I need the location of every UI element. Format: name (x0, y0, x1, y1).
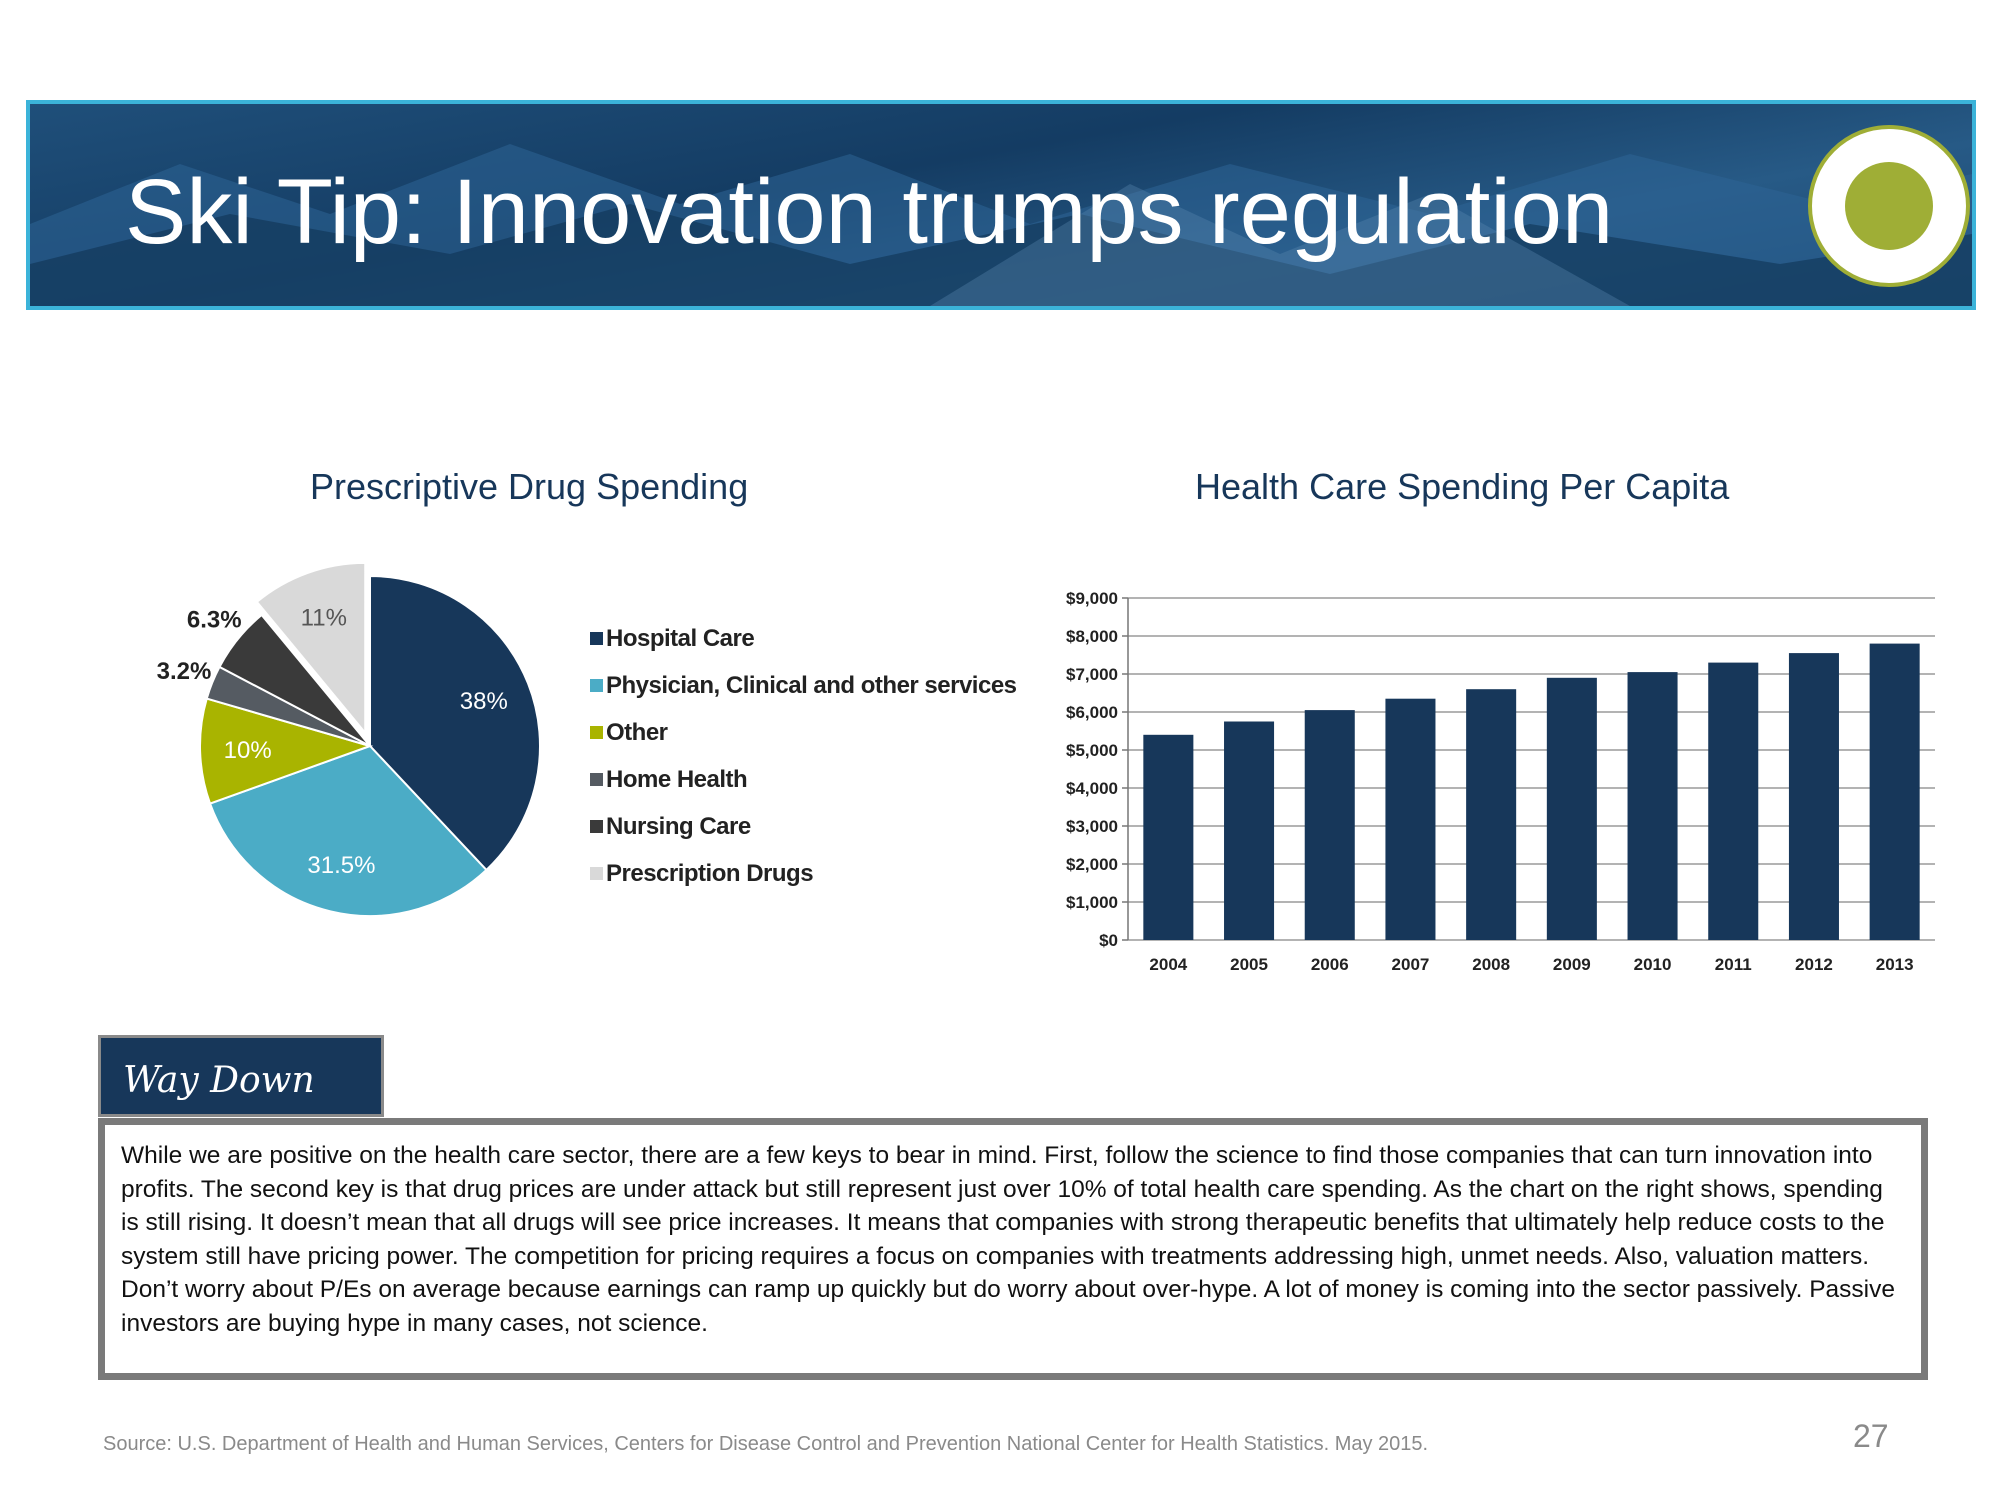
legend-item-3: Other (590, 709, 1017, 756)
legend-swatch (590, 679, 603, 692)
legend-label: Hospital Care (606, 624, 755, 652)
x-tick-label: 2005 (1230, 955, 1268, 974)
y-tick-label: $6,000 (1066, 703, 1118, 722)
y-tick-label: $3,000 (1066, 817, 1118, 836)
callout-heading-box: Way Down (98, 1035, 384, 1117)
logo-dot (1845, 162, 1933, 250)
bar-2004 (1143, 734, 1194, 940)
y-tick-label: $5,000 (1066, 741, 1118, 760)
bar-2010 (1627, 672, 1678, 940)
legend-label: Physician, Clinical and other services (606, 671, 1017, 699)
legend-swatch (590, 726, 603, 739)
pie-slice-3 (199, 697, 374, 805)
legend-label: Home Health (606, 765, 748, 793)
pie-chart: 38% 31.5% 10% 3.2% 6.3% 11% (157, 561, 541, 917)
y-tick-label: $8,000 (1066, 627, 1118, 646)
title-banner: Ski Tip: Innovation trumps regulation (26, 100, 1976, 310)
bar-2009 (1546, 677, 1597, 940)
legend-swatch (590, 632, 603, 645)
page-number: 27 (1853, 1418, 1889, 1454)
bar-2012 (1788, 653, 1839, 940)
x-tick-label: 2009 (1553, 955, 1591, 974)
pie-label-4: 3.2% (157, 658, 212, 685)
pie-slice-5 (218, 613, 371, 747)
x-tick-label: 2006 (1311, 955, 1349, 974)
y-tick-label: $2,000 (1066, 855, 1118, 874)
legend-item-6: Prescription Drugs (590, 850, 1017, 897)
pie-label-6: 11% (301, 605, 347, 632)
callout-body-box: While we are positive on the health care… (98, 1118, 1928, 1380)
green-circle-logo-icon (1808, 125, 1970, 287)
bar-2013 (1869, 643, 1920, 940)
source-note: Source: U.S. Department of Health and Hu… (103, 1433, 1429, 1455)
bar-2008 (1466, 689, 1517, 940)
legend-swatch (590, 867, 603, 880)
bar-2006 (1304, 710, 1355, 940)
pie-slice-6 (255, 561, 367, 736)
pie-label-3: 10% (224, 737, 272, 764)
pie-label-5: 6.3% (187, 607, 242, 634)
page-title: Ski Tip: Innovation trumps regulation (125, 161, 1614, 263)
legend-item-2: Physician, Clinical and other services (590, 662, 1017, 709)
y-tick-label: $7,000 (1066, 665, 1118, 684)
pie-chart-title: Prescriptive Drug Spending (310, 466, 749, 507)
bar-chart: $0 $1,000 $2,000 $3,000 $4,000 $5,000 $6,000 $7… (1066, 589, 1935, 974)
legend-item-1: Hospital Care (590, 615, 1017, 662)
x-tick-label: 2010 (1634, 955, 1672, 974)
x-tick-label: 2013 (1876, 955, 1914, 974)
legend-item-4: Home Health (590, 756, 1017, 803)
x-tick-label: 2011 (1715, 955, 1752, 974)
bar-chart-title: Health Care Spending Per Capita (1195, 466, 1730, 507)
legend-label: Nursing Care (606, 812, 751, 840)
x-tick-label: 2012 (1795, 955, 1833, 974)
x-tick-label: 2004 (1149, 955, 1187, 974)
x-tick-label: 2007 (1392, 955, 1430, 974)
y-tick-label: $1,000 (1066, 893, 1118, 912)
legend-swatch (590, 820, 603, 833)
legend-label: Other (606, 718, 668, 746)
y-tick-label: $4,000 (1066, 779, 1118, 798)
x-tick-label: 2008 (1472, 955, 1510, 974)
callout-body: While we are positive on the health care… (121, 1142, 1896, 1337)
bar-2007 (1385, 698, 1436, 940)
bar-2011 (1708, 662, 1759, 940)
legend-item-5: Nursing Care (590, 803, 1017, 850)
pie-slice-1 (369, 574, 541, 872)
y-tick-label: $9,000 (1066, 589, 1118, 608)
mountain-background (30, 144, 1972, 306)
callout-heading: Way Down (123, 1060, 315, 1101)
legend-label: Prescription Drugs (606, 859, 814, 887)
bar-2005 (1224, 721, 1275, 940)
y-tick-label: $0 (1099, 931, 1118, 950)
pie-label-2: 31.5% (307, 852, 375, 879)
pie-slice-2 (208, 744, 488, 917)
pie-label-1: 38% (460, 688, 508, 715)
pie-legend: Hospital Care Physician, Clinical and oth… (590, 615, 1017, 897)
legend-swatch (590, 773, 603, 786)
